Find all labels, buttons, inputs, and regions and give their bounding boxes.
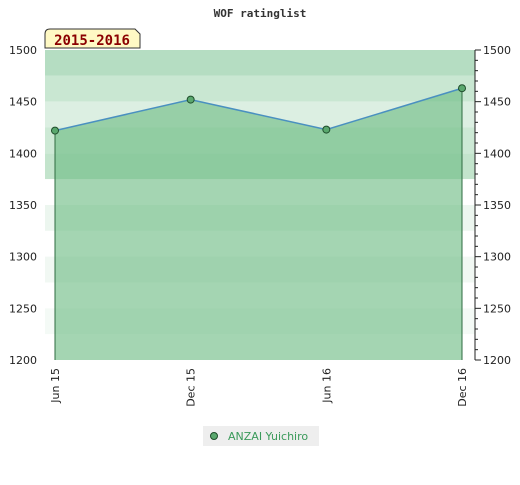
period-label: 2015-2016 (44, 28, 141, 49)
y-tick-label-right: 1250 (483, 302, 511, 315)
background-band (45, 75, 475, 102)
data-point (51, 126, 59, 135)
x-axis: Jun 15 Dec 15 Jun 16 Dec 16 (49, 368, 469, 407)
area-layer (54, 87, 463, 360)
legend-box (203, 426, 319, 446)
y-tick-label-right: 1300 (483, 251, 511, 264)
y-tick-label-left: 1500 (9, 44, 37, 57)
y-tick-label-left: 1200 (9, 354, 37, 367)
legend[interactable]: ANZAI Yuichiro (203, 426, 319, 446)
x-tick-label: Dec 16 (456, 368, 469, 407)
y-tick-label-left: 1450 (9, 96, 37, 109)
background-band (45, 50, 475, 76)
y-axis-right: 1200 1250 1300 1350 1400 1450 1500 (474, 44, 511, 367)
y-tick-label-right: 1400 (483, 147, 511, 160)
series-line (54, 87, 463, 132)
series-area (55, 88, 462, 360)
data-point (186, 95, 195, 104)
period-label-box (44, 28, 141, 49)
y-tick-label-left: 1400 (9, 147, 37, 160)
data-markers (51, 84, 466, 135)
x-tick-label: Jun 16 (320, 368, 333, 404)
y-tick-label-right: 1200 (483, 354, 511, 367)
x-tick-label: Jun 15 (49, 368, 62, 404)
data-point (458, 84, 466, 93)
period-label-text: 2015-2016 (54, 33, 130, 49)
y-tick-label-right: 1350 (483, 199, 511, 212)
y-axis-left: 1200 1250 1300 1350 1400 1450 1500 (9, 44, 37, 367)
legend-marker-icon (210, 432, 218, 440)
chart-title: WOF ratinglist (214, 7, 307, 20)
data-point (322, 125, 331, 134)
y-tick-label-right: 1500 (483, 44, 511, 57)
y-tick-label-right: 1450 (483, 96, 511, 109)
y-tick-label-left: 1250 (9, 302, 37, 315)
x-tick-label: Dec 15 (185, 368, 198, 407)
y-tick-label-left: 1350 (9, 199, 37, 212)
legend-series-name: ANZAI Yuichiro (228, 430, 308, 443)
y-tick-label-left: 1300 (9, 251, 37, 264)
